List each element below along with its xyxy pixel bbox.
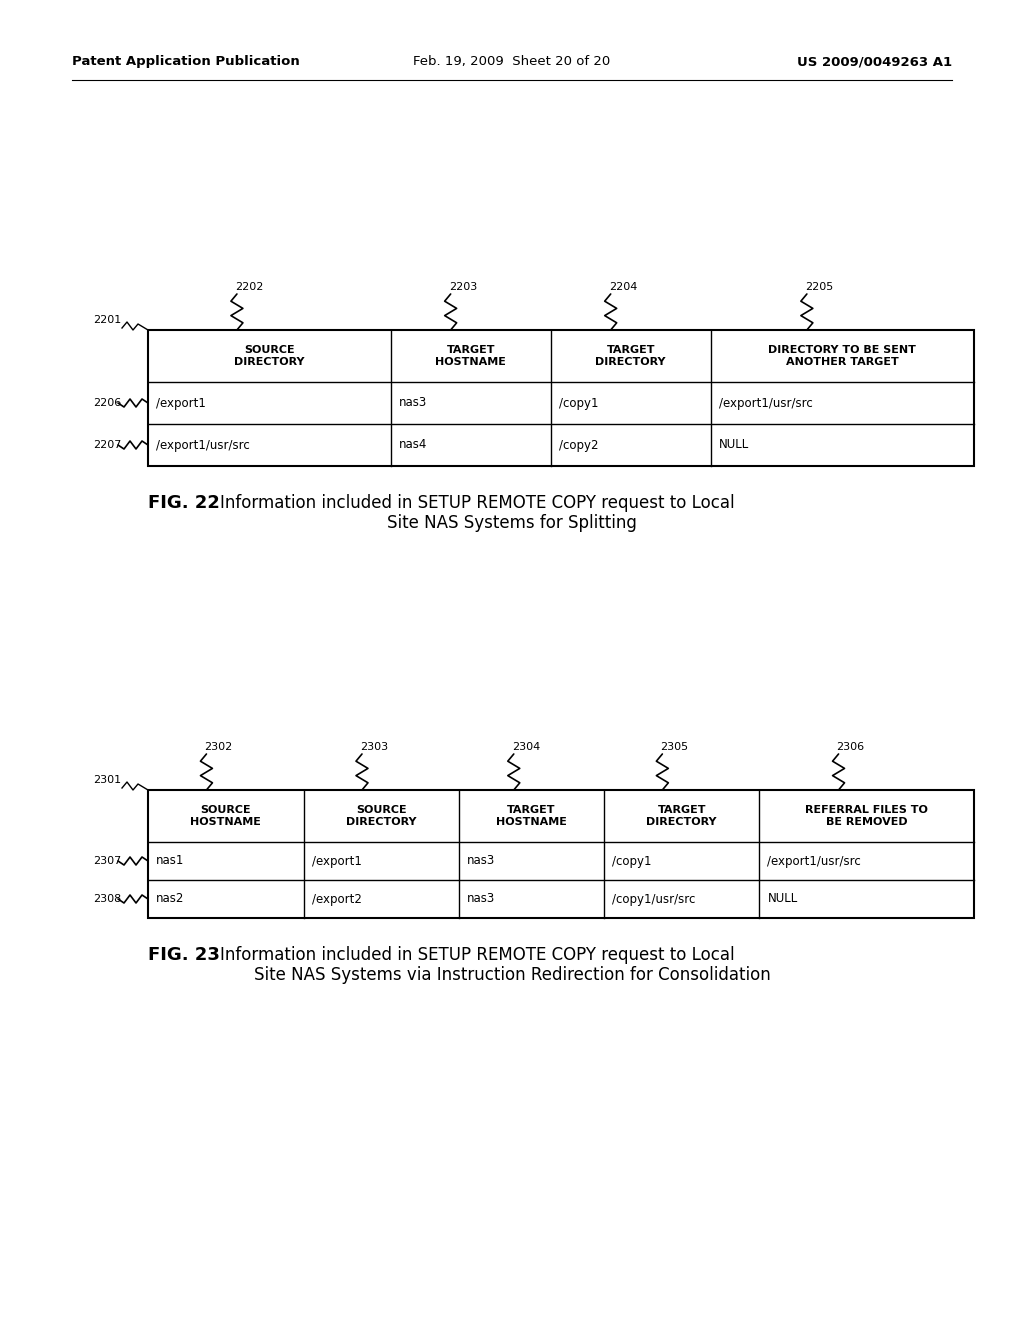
Text: Site NAS Systems via Instruction Redirection for Consolidation: Site NAS Systems via Instruction Redirec… xyxy=(254,966,770,983)
Text: 2308: 2308 xyxy=(93,894,121,904)
Text: /export1/usr/src: /export1/usr/src xyxy=(156,438,250,451)
Text: 2204: 2204 xyxy=(608,282,637,292)
Text: 2206: 2206 xyxy=(93,399,121,408)
Text: /export1: /export1 xyxy=(156,396,206,409)
Text: Feb. 19, 2009  Sheet 20 of 20: Feb. 19, 2009 Sheet 20 of 20 xyxy=(414,55,610,69)
Text: /export1/usr/src: /export1/usr/src xyxy=(719,396,812,409)
Text: NULL: NULL xyxy=(719,438,749,451)
Text: nas2: nas2 xyxy=(156,892,184,906)
Text: SOURCE
DIRECTORY: SOURCE DIRECTORY xyxy=(234,346,304,367)
Text: 2302: 2302 xyxy=(205,742,232,752)
Text: DIRECTORY TO BE SENT
ANOTHER TARGET: DIRECTORY TO BE SENT ANOTHER TARGET xyxy=(768,346,916,367)
Text: 2303: 2303 xyxy=(360,742,388,752)
Text: 2301: 2301 xyxy=(93,775,121,785)
Text: Information included in SETUP REMOTE COPY request to Local: Information included in SETUP REMOTE COP… xyxy=(220,946,735,964)
Text: REFERRAL FILES TO
BE REMOVED: REFERRAL FILES TO BE REMOVED xyxy=(805,805,928,826)
Text: /export1: /export1 xyxy=(311,854,361,867)
Text: US 2009/0049263 A1: US 2009/0049263 A1 xyxy=(797,55,952,69)
Text: TARGET
HOSTNAME: TARGET HOSTNAME xyxy=(496,805,567,826)
Bar xyxy=(148,789,974,917)
Text: 2307: 2307 xyxy=(93,855,121,866)
Text: 2304: 2304 xyxy=(512,742,540,752)
Text: Information included in SETUP REMOTE COPY request to Local: Information included in SETUP REMOTE COP… xyxy=(220,494,735,512)
Text: FIG. 23: FIG. 23 xyxy=(148,946,226,964)
Text: nas4: nas4 xyxy=(398,438,427,451)
Text: 2306: 2306 xyxy=(837,742,864,752)
Text: /export2: /export2 xyxy=(311,892,361,906)
Text: /copy1: /copy1 xyxy=(559,396,598,409)
Text: nas3: nas3 xyxy=(467,892,496,906)
Text: SOURCE
HOSTNAME: SOURCE HOSTNAME xyxy=(190,805,261,826)
Text: 2203: 2203 xyxy=(449,282,477,292)
Text: 2201: 2201 xyxy=(93,315,121,325)
Text: SOURCE
DIRECTORY: SOURCE DIRECTORY xyxy=(346,805,417,826)
Text: /export1/usr/src: /export1/usr/src xyxy=(767,854,861,867)
Text: 2207: 2207 xyxy=(93,440,122,450)
Text: nas3: nas3 xyxy=(398,396,427,409)
Text: FIG. 22: FIG. 22 xyxy=(148,494,226,512)
Text: 2305: 2305 xyxy=(660,742,688,752)
Text: nas3: nas3 xyxy=(467,854,496,867)
Text: NULL: NULL xyxy=(767,892,798,906)
Text: Site NAS Systems for Splitting: Site NAS Systems for Splitting xyxy=(387,513,637,532)
Text: /copy1/usr/src: /copy1/usr/src xyxy=(612,892,695,906)
Text: nas1: nas1 xyxy=(156,854,184,867)
Text: TARGET
HOSTNAME: TARGET HOSTNAME xyxy=(435,346,506,367)
Text: 2202: 2202 xyxy=(234,282,263,292)
Bar xyxy=(148,330,974,466)
Text: /copy2: /copy2 xyxy=(559,438,598,451)
Text: TARGET
DIRECTORY: TARGET DIRECTORY xyxy=(646,805,717,826)
Text: /copy1: /copy1 xyxy=(612,854,651,867)
Text: Patent Application Publication: Patent Application Publication xyxy=(72,55,300,69)
Text: 2205: 2205 xyxy=(805,282,834,292)
Text: TARGET
DIRECTORY: TARGET DIRECTORY xyxy=(595,346,666,367)
